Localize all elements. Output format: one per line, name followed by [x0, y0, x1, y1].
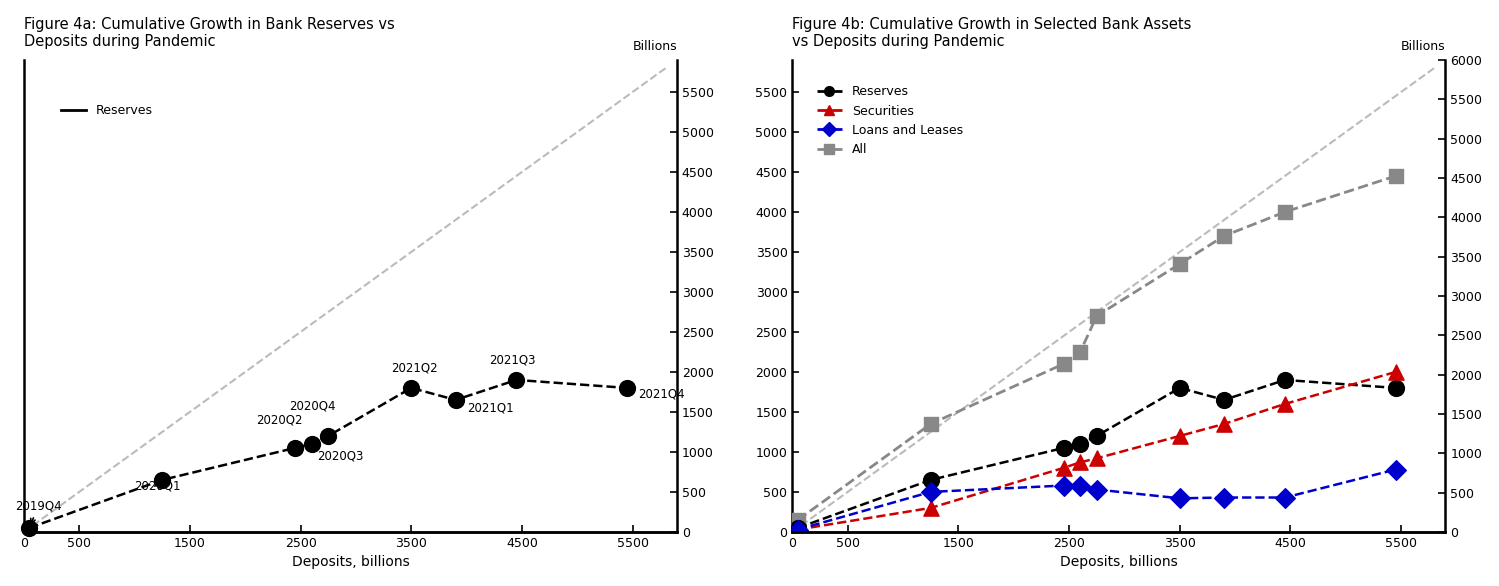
Point	[615, 383, 639, 393]
Point	[1384, 171, 1408, 180]
Point	[919, 475, 943, 485]
Point	[785, 515, 809, 524]
Text: 2021Q4: 2021Q4	[639, 387, 685, 400]
Text: 2020Q4: 2020Q4	[289, 400, 336, 413]
Point	[1273, 493, 1297, 502]
Point	[1085, 311, 1109, 321]
Point	[1213, 231, 1237, 241]
Text: 2021Q2: 2021Q2	[391, 362, 438, 375]
Point	[919, 419, 943, 428]
Text: Figure 4b: Cumulative Growth in Selected Bank Assets
vs Deposits during Pandemic: Figure 4b: Cumulative Growth in Selected…	[793, 16, 1192, 49]
Point	[1069, 458, 1093, 467]
Text: Figure 4a: Cumulative Growth in Bank Reserves vs
Deposits during Pandemic: Figure 4a: Cumulative Growth in Bank Res…	[24, 16, 394, 49]
Legend: Reserves: Reserves	[55, 99, 159, 122]
Point	[150, 475, 174, 485]
Legend: Reserves, Securities, Loans and Leases, All: Reserves, Securities, Loans and Leases, …	[811, 80, 968, 161]
Point	[919, 503, 943, 513]
Point	[785, 523, 809, 533]
Text: Billions: Billions	[1402, 40, 1445, 53]
Point	[1273, 375, 1297, 384]
Point	[444, 395, 468, 404]
Text: 2020Q2: 2020Q2	[256, 414, 303, 427]
Point	[1384, 383, 1408, 393]
Point	[1052, 443, 1076, 452]
Point	[1085, 485, 1109, 494]
Point	[785, 525, 809, 534]
X-axis label: Deposits, billions: Deposits, billions	[1060, 556, 1178, 570]
Point	[1052, 464, 1076, 473]
Point	[1168, 431, 1192, 441]
Text: 2021Q3: 2021Q3	[489, 354, 535, 367]
Point	[1168, 383, 1192, 393]
Point	[1085, 454, 1109, 463]
Point	[1069, 347, 1093, 357]
Point	[1213, 493, 1237, 502]
Point	[1052, 481, 1076, 490]
Text: 2020Q1: 2020Q1	[135, 479, 181, 492]
Point	[505, 375, 529, 384]
Point	[1168, 493, 1192, 503]
Point	[1213, 419, 1237, 428]
Text: Billions: Billions	[633, 40, 678, 53]
Point	[1213, 395, 1237, 404]
Point	[785, 525, 809, 534]
Point	[316, 431, 340, 441]
Point	[399, 383, 423, 393]
Point	[283, 443, 307, 452]
Text: 2019Q4: 2019Q4	[15, 499, 61, 524]
Point	[1273, 207, 1297, 217]
Point	[1069, 440, 1093, 449]
Point	[1384, 367, 1408, 377]
X-axis label: Deposits, billions: Deposits, billions	[291, 556, 409, 570]
Point	[1384, 465, 1408, 474]
Point	[1168, 259, 1192, 268]
Point	[18, 523, 42, 533]
Text: 2021Q1: 2021Q1	[466, 402, 513, 415]
Point	[919, 487, 943, 496]
Point	[300, 440, 324, 449]
Point	[1052, 359, 1076, 369]
Point	[1085, 431, 1109, 441]
Point	[1069, 481, 1093, 490]
Text: 2020Q3: 2020Q3	[318, 450, 364, 463]
Point	[1273, 399, 1297, 408]
